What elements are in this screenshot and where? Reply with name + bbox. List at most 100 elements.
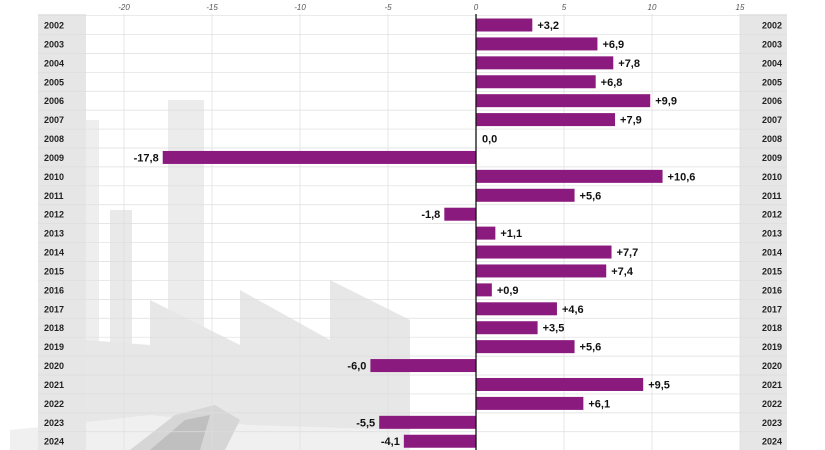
value-label: 0,0 [482,134,497,146]
year-label-right: 2014 [762,248,782,258]
year-label-right: 2005 [762,77,782,87]
bar [162,150,476,164]
x-tick-label: -15 [206,3,218,12]
bar [370,359,476,373]
year-label-left: 2013 [44,229,64,239]
year-label-right: 2011 [762,191,782,201]
value-label: +5,6 [580,190,602,202]
year-label-left: 2016 [44,285,64,295]
year-label-right: 2003 [762,39,782,49]
year-label-left: 2021 [44,380,64,390]
x-tick-label: 5 [562,3,567,12]
year-label-right: 2021 [762,380,782,390]
year-label-right: 2023 [762,418,782,428]
year-label-right: 2008 [762,134,782,144]
x-tick-label: -5 [384,3,392,12]
bar [444,207,476,221]
year-label-right: 2024 [762,437,782,447]
value-label: +3,2 [537,20,559,32]
value-label: +7,8 [618,58,640,70]
value-label: +4,6 [562,304,584,316]
x-tick-label: -20 [118,3,130,12]
year-label-left: 2014 [44,248,64,258]
bar [476,321,538,335]
year-label-right: 2013 [762,229,782,239]
year-band-left [38,14,86,450]
value-label: -17,8 [134,152,159,164]
year-label-left: 2008 [44,134,64,144]
value-label: +1,1 [500,228,522,240]
x-tick-label: 15 [736,3,745,12]
year-label-right: 2002 [762,21,782,31]
value-label: -4,1 [381,436,400,448]
year-label-right: 2016 [762,285,782,295]
bar [476,302,557,316]
bar [476,75,596,89]
year-label-left: 2024 [44,437,64,447]
year-band-right [740,14,787,450]
year-label-right: 2019 [762,342,782,352]
bar [379,415,476,429]
value-label: +10,6 [668,171,696,183]
year-label-right: 2010 [762,172,782,182]
x-tick-label: -10 [294,3,306,12]
x-tick-label: 10 [648,3,657,12]
value-label: +3,5 [543,323,565,335]
year-label-right: 2018 [762,323,782,333]
bar [403,434,476,448]
year-label-right: 2006 [762,96,782,106]
bar [476,396,584,410]
year-label-left: 2017 [44,304,64,314]
bar [476,245,612,259]
value-label: -6,0 [347,361,366,373]
year-label-right: 2007 [762,115,782,125]
year-label-left: 2022 [44,399,64,409]
bar [476,37,598,51]
bar [476,226,496,240]
year-label-left: 2004 [44,58,64,68]
value-label: +7,4 [611,266,634,278]
year-label-left: 2012 [44,210,64,220]
year-label-left: 2011 [44,191,64,201]
bar [476,264,607,278]
year-label-right: 2015 [762,266,782,276]
value-label: +6,9 [602,39,624,51]
bar [476,56,614,70]
bar [476,340,575,354]
bar [476,113,616,127]
value-label: +5,6 [580,342,602,354]
value-label: +6,1 [588,398,610,410]
bar [476,169,663,183]
value-label: -5,5 [356,417,375,429]
bar [476,188,575,202]
year-label-left: 2018 [44,323,64,333]
bar [476,18,533,32]
bar [476,283,492,297]
year-label-right: 2022 [762,399,782,409]
value-label: +7,7 [617,247,639,259]
year-label-left: 2023 [44,418,64,428]
bar [476,377,644,391]
x-tick-label: 0 [474,3,479,12]
bar [476,94,651,108]
year-label-left: 2005 [44,77,64,87]
year-label-right: 2012 [762,210,782,220]
year-label-left: 2002 [44,21,64,31]
year-label-right: 2009 [762,153,782,163]
year-label-left: 2010 [44,172,64,182]
year-label-left: 2020 [44,361,64,371]
year-label-left: 2007 [44,115,64,125]
year-label-right: 2017 [762,304,782,314]
value-label: +6,8 [601,77,623,89]
year-label-left: 2009 [44,153,64,163]
year-label-left: 2019 [44,342,64,352]
year-label-left: 2015 [44,266,64,276]
year-label-left: 2006 [44,96,64,106]
factory-illustration [10,100,410,450]
year-label-right: 2020 [762,361,782,371]
value-label: +0,9 [497,285,519,297]
value-label: +9,5 [648,379,670,391]
value-label: +7,9 [620,115,642,127]
value-label: -1,8 [421,209,440,221]
